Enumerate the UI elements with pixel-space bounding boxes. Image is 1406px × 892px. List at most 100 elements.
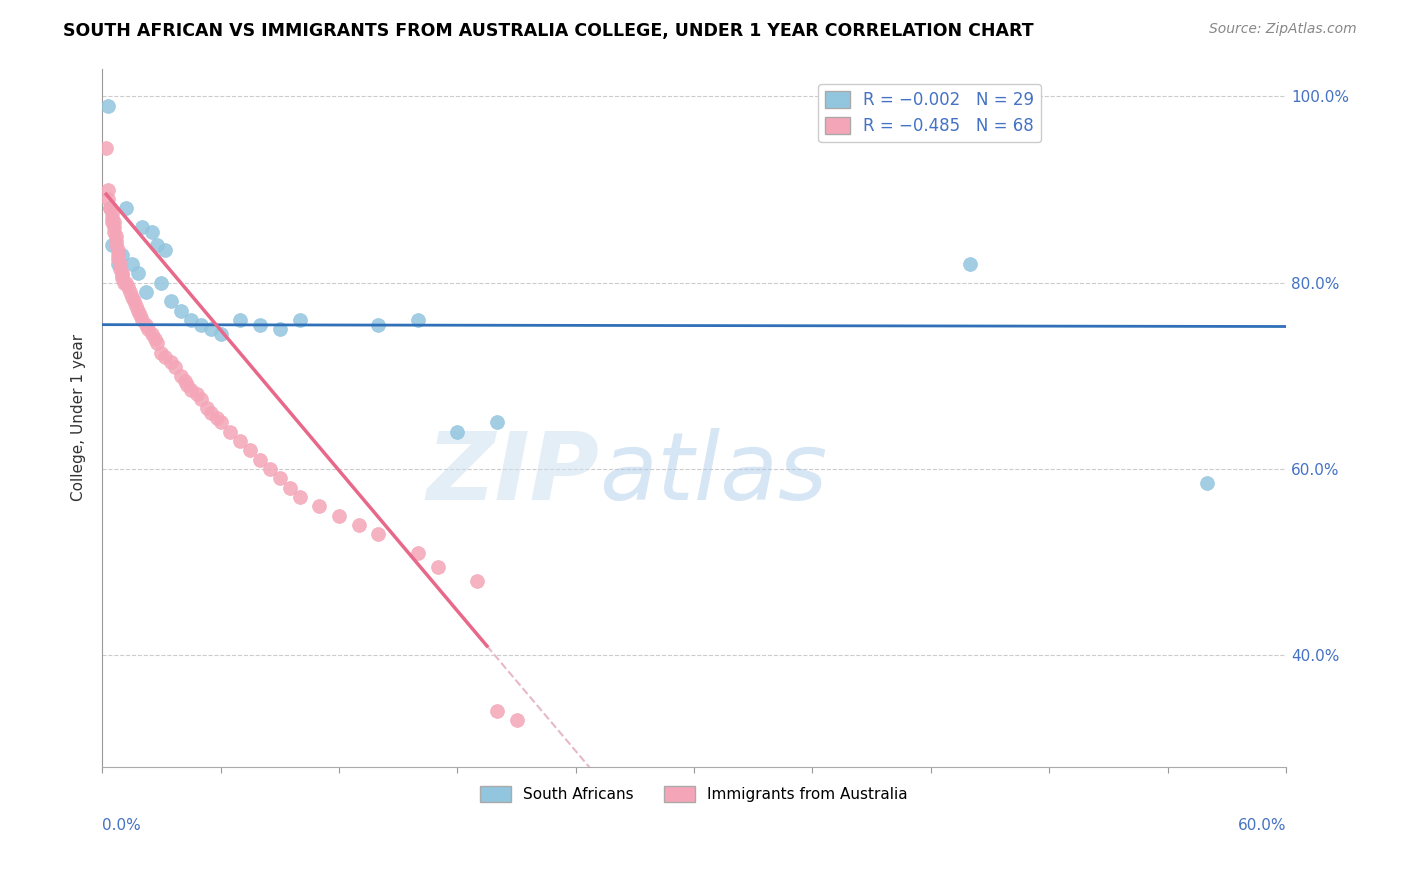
- Point: [118, 285, 141, 299]
- Point: [127, 267, 149, 281]
- Point: [190, 392, 212, 406]
- Point: [249, 318, 271, 332]
- Point: [108, 257, 131, 271]
- Point: [259, 462, 281, 476]
- Point: [150, 276, 173, 290]
- Point: [97, 99, 120, 113]
- Point: [959, 257, 981, 271]
- Point: [186, 387, 208, 401]
- Point: [176, 378, 198, 392]
- Text: 60.0%: 60.0%: [1237, 818, 1286, 833]
- Point: [465, 574, 488, 588]
- Point: [170, 303, 193, 318]
- Point: [115, 201, 138, 215]
- Point: [111, 248, 134, 262]
- Point: [141, 225, 163, 239]
- Point: [219, 425, 242, 439]
- Point: [406, 546, 429, 560]
- Point: [150, 345, 173, 359]
- Point: [347, 517, 370, 532]
- Point: [249, 452, 271, 467]
- Point: [229, 313, 252, 327]
- Point: [98, 201, 121, 215]
- Text: Source: ZipAtlas.com: Source: ZipAtlas.com: [1209, 22, 1357, 37]
- Point: [108, 261, 131, 276]
- Text: 0.0%: 0.0%: [103, 818, 141, 833]
- Point: [141, 326, 163, 341]
- Point: [135, 285, 157, 299]
- Point: [107, 243, 129, 257]
- Point: [97, 192, 120, 206]
- Point: [105, 238, 128, 252]
- Point: [170, 368, 193, 383]
- Point: [105, 234, 128, 248]
- Point: [111, 267, 134, 281]
- Point: [117, 280, 139, 294]
- Point: [367, 318, 389, 332]
- Point: [328, 508, 350, 523]
- Point: [121, 257, 143, 271]
- Point: [127, 303, 149, 318]
- Point: [103, 225, 125, 239]
- Point: [367, 527, 389, 541]
- Point: [446, 425, 468, 439]
- Y-axis label: College, Under 1 year: College, Under 1 year: [72, 334, 86, 501]
- Point: [308, 500, 330, 514]
- Point: [406, 313, 429, 327]
- Point: [131, 313, 153, 327]
- Point: [485, 416, 508, 430]
- Point: [122, 294, 145, 309]
- Point: [128, 309, 150, 323]
- Point: [111, 268, 134, 283]
- Point: [96, 141, 118, 155]
- Point: [103, 219, 125, 234]
- Point: [146, 238, 169, 252]
- Point: [125, 299, 148, 313]
- Legend: South Africans, Immigrants from Australia: South Africans, Immigrants from Australi…: [474, 780, 914, 808]
- Text: ZIP: ZIP: [426, 427, 599, 520]
- Point: [107, 248, 129, 262]
- Point: [115, 276, 138, 290]
- Point: [288, 313, 311, 327]
- Point: [101, 215, 124, 229]
- Point: [101, 206, 124, 220]
- Point: [136, 322, 159, 336]
- Point: [107, 252, 129, 267]
- Point: [200, 322, 222, 336]
- Point: [180, 383, 202, 397]
- Point: [101, 211, 124, 225]
- Point: [112, 276, 135, 290]
- Point: [426, 559, 449, 574]
- Point: [98, 201, 121, 215]
- Point: [103, 215, 125, 229]
- Point: [101, 238, 124, 252]
- Point: [269, 322, 291, 336]
- Point: [190, 318, 212, 332]
- Point: [107, 257, 129, 271]
- Point: [174, 374, 197, 388]
- Point: [200, 406, 222, 420]
- Point: [155, 350, 177, 364]
- Point: [131, 219, 153, 234]
- Point: [146, 336, 169, 351]
- Point: [209, 326, 232, 341]
- Point: [180, 313, 202, 327]
- Text: atlas: atlas: [599, 428, 828, 519]
- Point: [288, 490, 311, 504]
- Point: [205, 410, 228, 425]
- Point: [145, 332, 167, 346]
- Text: SOUTH AFRICAN VS IMMIGRANTS FROM AUSTRALIA COLLEGE, UNDER 1 YEAR CORRELATION CHA: SOUTH AFRICAN VS IMMIGRANTS FROM AUSTRAL…: [63, 22, 1033, 40]
- Point: [111, 271, 134, 285]
- Point: [97, 183, 120, 197]
- Point: [229, 434, 252, 448]
- Point: [105, 229, 128, 244]
- Point: [155, 243, 177, 257]
- Point: [195, 401, 218, 416]
- Point: [269, 471, 291, 485]
- Point: [485, 704, 508, 718]
- Point: [209, 416, 232, 430]
- Point: [160, 355, 183, 369]
- Point: [278, 481, 301, 495]
- Point: [121, 290, 143, 304]
- Point: [160, 294, 183, 309]
